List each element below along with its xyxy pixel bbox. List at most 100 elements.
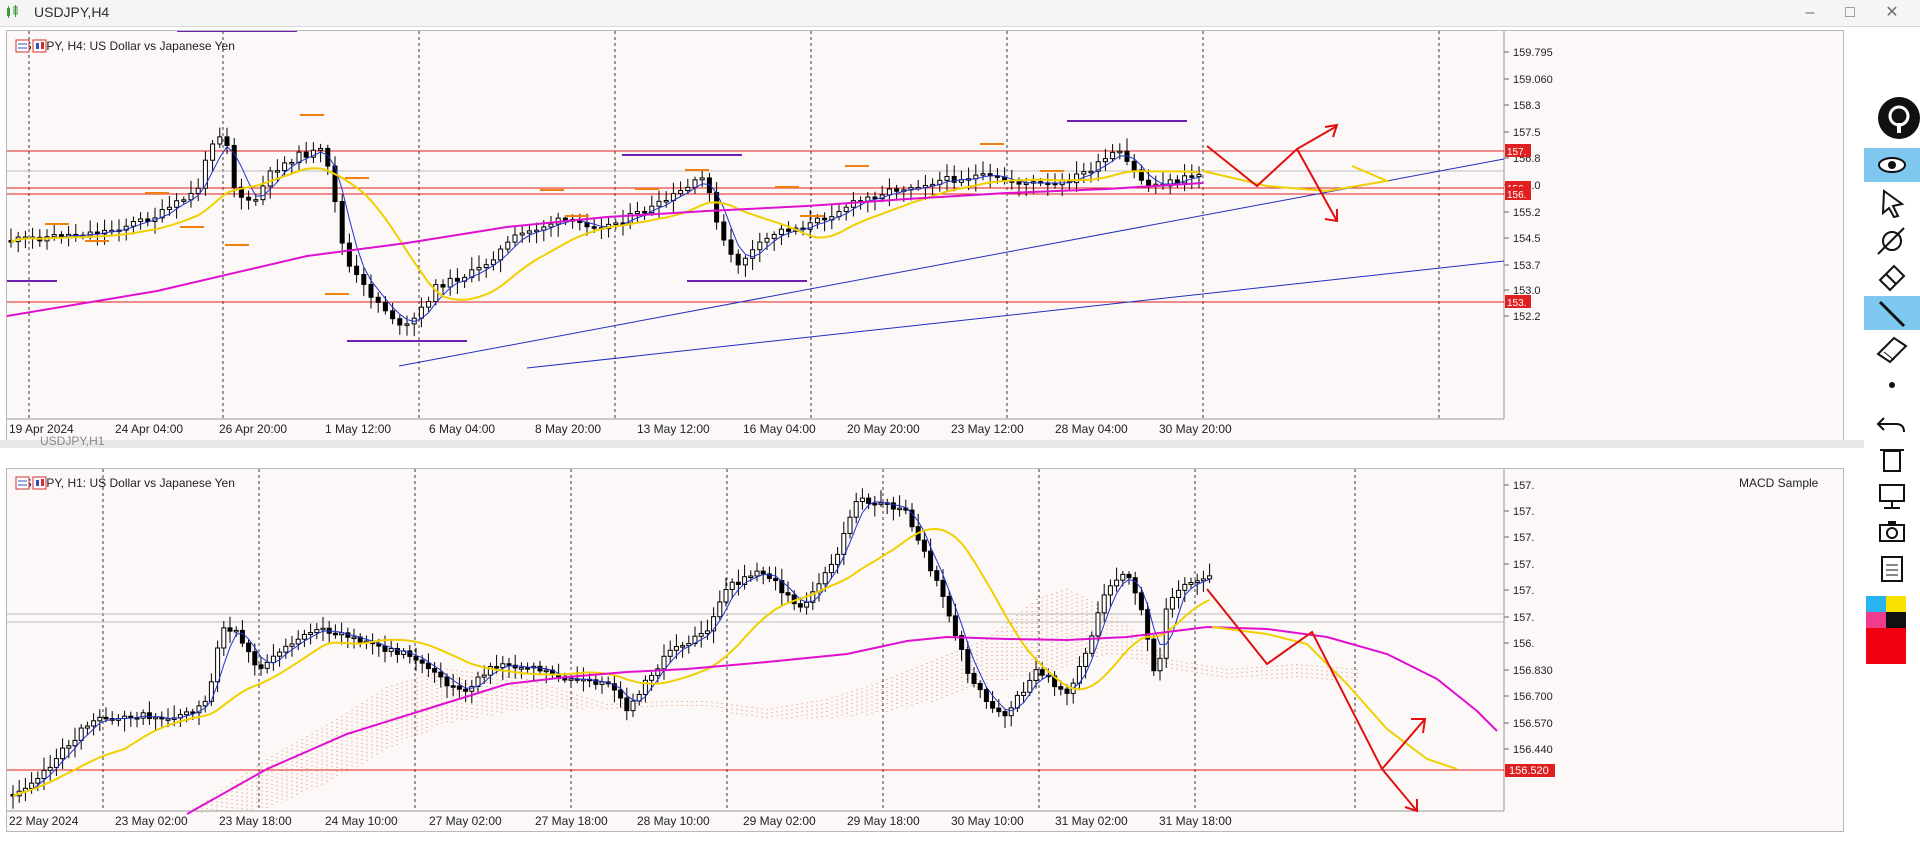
h1-candle bbox=[946, 595, 952, 617]
h4-candle bbox=[613, 222, 619, 225]
time-label: 28 May 04:00 bbox=[1055, 422, 1128, 436]
h1-candle bbox=[91, 720, 97, 727]
h4-chart-canvas[interactable]: 159.795159.060158.3157.5156.8156.0155.21… bbox=[7, 31, 1843, 443]
h4-candle bbox=[649, 205, 655, 214]
h4-candle bbox=[786, 228, 792, 232]
h1-candle bbox=[301, 633, 307, 640]
h4-candle bbox=[469, 269, 475, 278]
minimize-button[interactable]: – bbox=[1805, 4, 1815, 21]
h4-candle bbox=[764, 237, 770, 243]
h1-candle bbox=[568, 678, 574, 681]
price-tick-label: 157.5 bbox=[1513, 127, 1541, 139]
h4-candle bbox=[368, 283, 374, 298]
pane-separator[interactable]: USDJPY,H1 bbox=[0, 434, 1864, 448]
h1-candle bbox=[779, 580, 785, 594]
h4-candle bbox=[361, 274, 367, 285]
price-tick-label: 157. bbox=[1513, 559, 1534, 571]
h4-candle bbox=[490, 259, 496, 266]
h1-candle bbox=[810, 591, 816, 603]
eraser-icon-button[interactable] bbox=[1864, 260, 1920, 294]
macd-indicator-text: MACD Sample bbox=[1739, 476, 1819, 490]
h4-candle bbox=[1117, 150, 1123, 154]
h1-candle bbox=[227, 627, 233, 632]
cursor-icon-button[interactable] bbox=[1864, 186, 1920, 220]
h1-candle bbox=[1107, 585, 1113, 596]
projection-arrow bbox=[1381, 768, 1418, 812]
h1-candle bbox=[729, 581, 735, 591]
ruler-tool-button[interactable] bbox=[1864, 332, 1920, 366]
maximize-button[interactable]: □ bbox=[1845, 4, 1855, 21]
time-label: 29 May 02:00 bbox=[743, 814, 816, 828]
h1-candle bbox=[890, 502, 896, 510]
h4-candle bbox=[850, 200, 856, 208]
pin-cursor-icon bbox=[1878, 97, 1920, 139]
h4-candle bbox=[231, 144, 237, 188]
h1-chart-pane[interactable]: 157. 157. 157. 157. 157. 157. 156. 156.830 156.7… bbox=[6, 468, 1844, 832]
h1-candle bbox=[289, 643, 295, 647]
clipboard-button[interactable] bbox=[1864, 550, 1920, 584]
dot-tool-button[interactable] bbox=[1864, 368, 1920, 402]
undo-button[interactable] bbox=[1864, 406, 1920, 440]
h1-candle bbox=[314, 629, 320, 634]
h4-candle bbox=[253, 199, 259, 202]
price-tag bbox=[1505, 187, 1531, 200]
h1-candle bbox=[394, 648, 400, 655]
h1-candle bbox=[215, 647, 221, 683]
h1-candle bbox=[996, 707, 1002, 713]
price-tick-label: 156.440 bbox=[1513, 744, 1553, 756]
eye-icon-button[interactable] bbox=[1864, 148, 1920, 182]
h1-candle bbox=[735, 581, 741, 585]
h1-candle bbox=[29, 782, 35, 789]
h4-symbol-label: USDJPY, H4: US Dollar vs Japanese Yen bbox=[15, 39, 235, 53]
macd-indicator-label: MACD Sample bbox=[1739, 476, 1818, 490]
h1-candle bbox=[1169, 596, 1175, 610]
h1-candle bbox=[308, 632, 314, 635]
h1-candle bbox=[332, 632, 338, 636]
h4-candle bbox=[1110, 151, 1116, 160]
h1-candle bbox=[952, 615, 958, 637]
h1-candle bbox=[221, 627, 227, 649]
h4-candle bbox=[1102, 158, 1108, 163]
crosshair-icon bbox=[1877, 227, 1905, 255]
h1-candle bbox=[859, 497, 865, 503]
h1-candle bbox=[748, 575, 754, 578]
trash-icon bbox=[1880, 449, 1904, 472]
mid-ma-line bbox=[12, 528, 1211, 797]
h4-candle bbox=[382, 301, 388, 312]
h1-candle bbox=[494, 666, 500, 669]
line-tool-button[interactable] bbox=[1864, 296, 1920, 330]
time-label: 30 May 20:00 bbox=[1159, 422, 1232, 436]
monitor-button[interactable] bbox=[1864, 478, 1920, 512]
color-palette[interactable] bbox=[1864, 594, 1920, 664]
delete-button[interactable] bbox=[1864, 442, 1920, 476]
h1-candle bbox=[128, 715, 134, 719]
h1-candle bbox=[47, 766, 53, 771]
h4-candle bbox=[886, 188, 892, 196]
h1-candle bbox=[432, 668, 438, 673]
h1-candle bbox=[872, 502, 878, 506]
time-label: 19 Apr 2024 bbox=[9, 422, 74, 436]
screenshot-button[interactable] bbox=[1864, 514, 1920, 548]
time-label: 27 May 18:00 bbox=[535, 814, 608, 828]
h1-candle bbox=[1188, 582, 1194, 585]
h4-chart-pane[interactable]: 159.795159.060158.3157.5156.8156.0155.21… bbox=[6, 30, 1844, 444]
h1-candle bbox=[959, 635, 965, 650]
h1-candle bbox=[469, 686, 475, 692]
palette-icon bbox=[1866, 596, 1906, 664]
h1-candle bbox=[971, 672, 977, 685]
h4-candle bbox=[548, 223, 554, 228]
h1-candle bbox=[797, 603, 803, 608]
h1-candle bbox=[804, 601, 810, 608]
h4-candle bbox=[822, 217, 828, 221]
trendline bbox=[398, 158, 1505, 367]
h1-candle bbox=[1027, 679, 1033, 693]
h1-candle bbox=[1157, 657, 1163, 672]
window-titlebar: USDJPY,H4 – □ ✕ bbox=[0, 0, 1920, 27]
close-button[interactable]: ✕ bbox=[1885, 4, 1899, 21]
h1-candle bbox=[72, 739, 78, 747]
h4-candle bbox=[260, 185, 266, 201]
projection-arrow bbox=[1206, 125, 1338, 188]
crosshair-icon-button[interactable] bbox=[1864, 224, 1920, 258]
h1-chart-canvas[interactable]: 157. 157. 157. 157. 157. 157. 156. 156.830 156.7… bbox=[7, 469, 1843, 831]
h4-candle bbox=[1074, 173, 1080, 184]
